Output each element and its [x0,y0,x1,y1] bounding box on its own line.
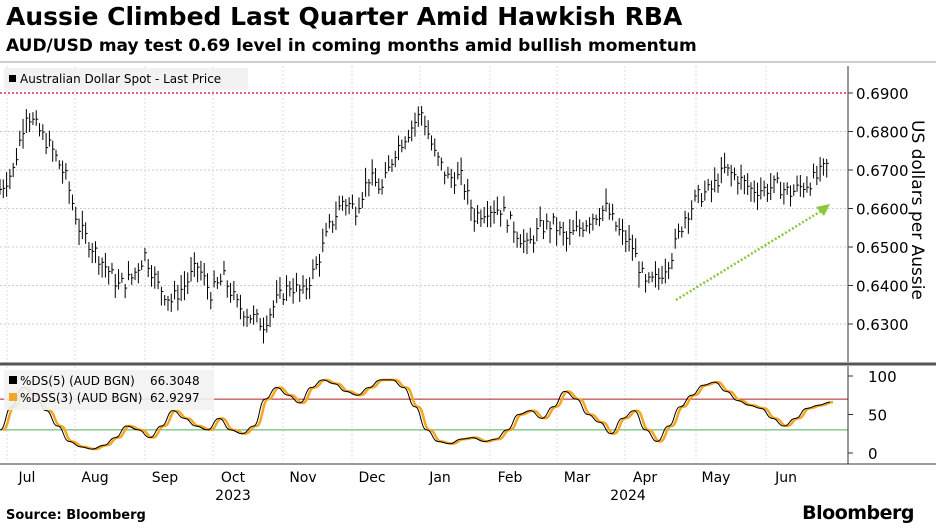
x-tick-label: Dec [358,470,385,486]
price-tick-label: 0.6300 [856,316,909,334]
x-tick-label: May [702,470,731,486]
x-tick-label: Aug [81,470,108,486]
x-tick-label: Apr [633,470,657,486]
year-label: 2023 [215,488,251,504]
price-tick-label: 0.6400 [856,278,909,296]
price-legend-bg [4,68,248,90]
price-tick-label: 0.6600 [856,201,909,219]
price-tick-label: 0.6500 [856,239,909,257]
source-note: Source: Bloomberg [6,508,146,523]
momentum-arrow-head [816,204,830,216]
osc-tick-label: 0 [868,445,878,463]
x-tick-label: Feb [498,470,523,486]
ds-line [0,379,831,450]
chart-title: Aussie Climbed Last Quarter Amid Hawkish… [6,2,683,31]
dss-last: 62.9297 [150,391,200,405]
price-legend-swatch [9,75,16,82]
ds-legend: %DS(5) (AUD BGN) [20,374,135,388]
x-tick-label: Jun [774,470,797,486]
dss-line [2,378,834,451]
price-legend: Australian Dollar Spot - Last Price [20,72,221,86]
osc-tick-label: 50 [868,407,887,425]
ds-legend-swatch [9,376,17,384]
chart-subtitle: AUD/USD may test 0.69 level in coming mo… [6,36,697,56]
osc-tick-label: 100 [868,368,897,386]
price-tick-label: 0.6900 [856,85,909,103]
x-tick-label: Sep [152,470,179,486]
dss-legend-swatch [9,393,17,401]
price-tick-label: 0.6800 [856,124,909,142]
x-tick-label: Oct [221,470,246,486]
price-tick-label: 0.6700 [856,162,909,180]
x-tick-label: Jul [18,470,36,486]
year-label: 2024 [610,488,646,504]
x-tick-label: Mar [564,470,591,486]
momentum-arrow [675,206,827,302]
osc-legend-bg [4,370,214,410]
x-tick-label: Jan [428,470,451,486]
y-axis-label: US dollars per Aussie [907,120,927,300]
ds-last: 66.3048 [150,374,200,388]
dss-legend: %DSS(3) (AUD BGN) [20,391,142,405]
bloomberg-logo: Bloomberg [802,502,914,524]
x-tick-label: Nov [289,470,316,486]
